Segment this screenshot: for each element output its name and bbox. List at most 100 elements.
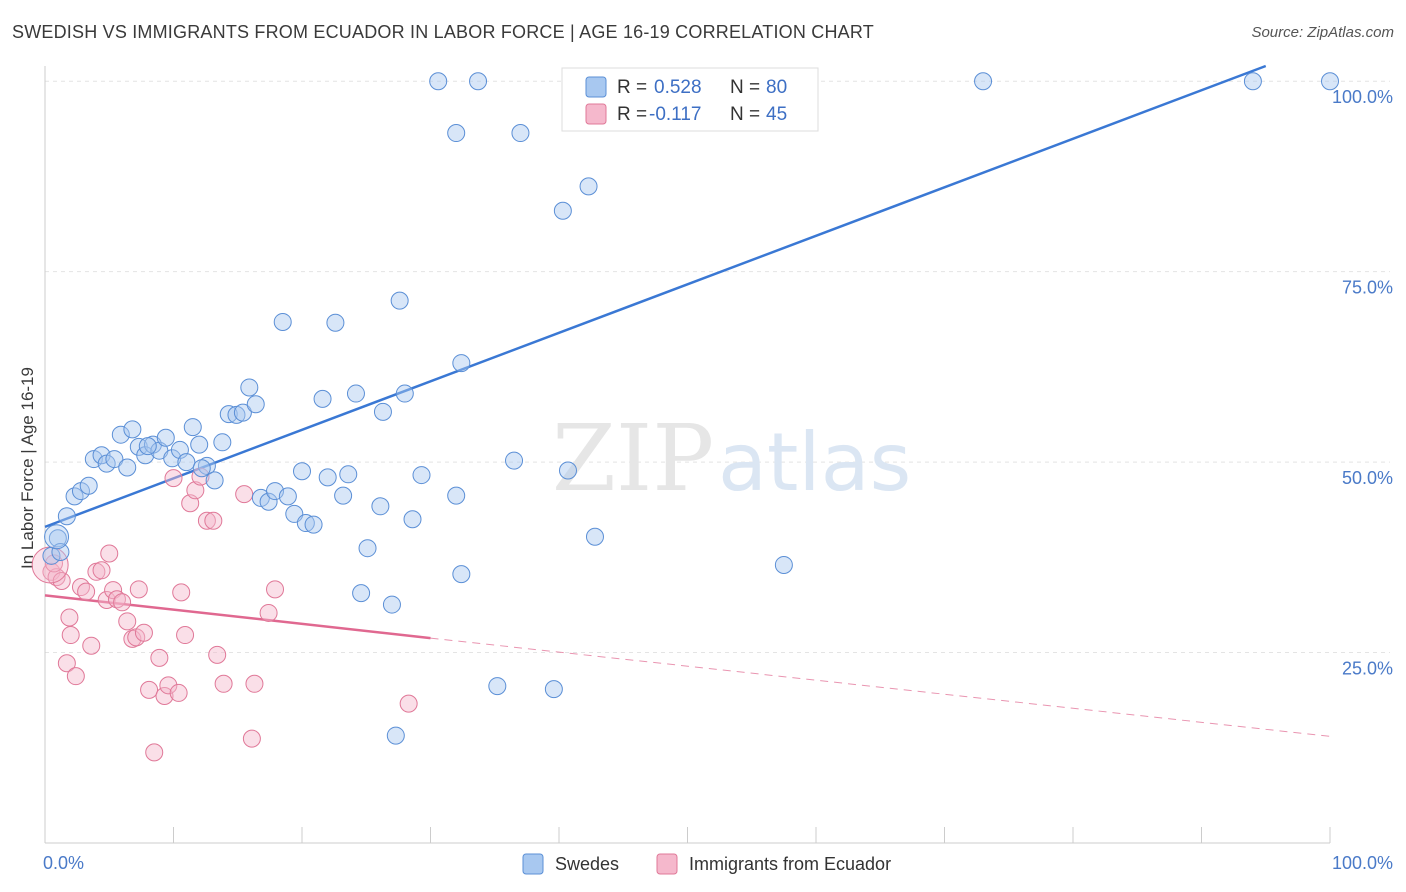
swedes-point <box>429 72 448 91</box>
ecuador-point <box>245 674 264 693</box>
swedes-point <box>403 510 422 529</box>
swedes-point <box>205 471 224 490</box>
legend-n-label-swedes: N = <box>730 77 760 98</box>
swedes-point <box>219 405 238 424</box>
ecuador-point <box>214 674 233 693</box>
swedes-point <box>240 378 259 397</box>
swedes-point <box>118 458 137 477</box>
legend-r-value-ecuador: -0.117 <box>649 104 701 125</box>
swedes-point <box>273 312 292 331</box>
swedes-point <box>156 428 175 447</box>
ecuador-point <box>60 608 79 627</box>
y-tick-labels: 25.0% 50.0% 75.0% 100.0% <box>1332 87 1393 678</box>
swedes-point <box>339 465 358 484</box>
trendlines <box>44 64 1331 737</box>
swedes-point <box>553 201 572 220</box>
x-tick-label-0: 0.0% <box>43 853 84 873</box>
ecuador-point <box>208 645 227 664</box>
swedes-point <box>334 486 353 505</box>
swedes-point <box>246 395 265 414</box>
swedes-point <box>183 418 202 437</box>
chart-title: SWEDISH VS IMMIGRANTS FROM ECUADOR IN LA… <box>12 22 874 42</box>
swedes-point <box>111 425 130 444</box>
swedes-point <box>190 435 209 454</box>
swedes-point <box>447 124 466 143</box>
swedes-point <box>278 487 297 506</box>
ecuador-point <box>140 680 159 699</box>
swedes-point <box>774 555 793 574</box>
ecuador-points <box>31 467 418 762</box>
ecuador-point <box>134 623 153 642</box>
swedes-point <box>259 492 278 511</box>
swedes-point <box>395 384 414 403</box>
legend-n-label-ecuador: N = <box>730 104 760 125</box>
ecuador-point <box>266 580 285 599</box>
ecuador-point <box>172 583 191 602</box>
swedes-point <box>177 453 196 472</box>
ecuador-point <box>52 571 71 590</box>
swedes-point <box>390 291 409 310</box>
ecuador-point <box>118 612 137 631</box>
y-tick-label-50: 50.0% <box>1342 468 1393 488</box>
swedes-point <box>296 514 315 533</box>
ecuador-point <box>169 683 188 702</box>
ecuador-point <box>92 561 111 580</box>
legend-n-value-ecuador: 45 <box>766 104 787 125</box>
grid-lines <box>45 80 1390 654</box>
watermark-atlas: atlas <box>718 416 911 509</box>
ecuador-point <box>129 580 148 599</box>
swedes-point <box>293 462 311 481</box>
swedes-point <box>386 726 405 745</box>
swedes-point <box>213 433 232 452</box>
swedes-point <box>358 539 377 558</box>
ecuador-point <box>176 626 195 645</box>
chart-source: Source: ZipAtlas.com <box>1251 24 1394 41</box>
swedes-point <box>544 680 563 699</box>
ecuador-point <box>242 729 261 748</box>
swedes-trendline <box>44 64 1267 529</box>
legend-r-value-swedes: 0.528 <box>654 77 702 98</box>
swedes-point <box>105 450 124 469</box>
swedes-point <box>318 468 337 487</box>
ecuador-point <box>61 626 80 645</box>
swedes-point <box>48 529 67 548</box>
swedes-point <box>579 177 598 196</box>
correlation-legend: R = 0.528 N = 80 R = -0.117 N = 45 <box>561 67 819 132</box>
ecuador-point <box>113 593 132 612</box>
series-legend: Swedes Immigrants from Ecuador <box>522 853 891 875</box>
swedes-point <box>974 72 993 91</box>
swedes-point <box>585 527 604 546</box>
ecuador-point <box>164 469 183 488</box>
legend-swatch-swedes <box>585 76 607 98</box>
ecuador-point <box>259 603 278 622</box>
watermark-zip: ZIP <box>552 405 714 512</box>
swedes-point <box>57 507 76 526</box>
swedes-point <box>352 584 371 603</box>
legend-r-label-swedes: R = <box>617 77 647 98</box>
y-tick-label-25: 25.0% <box>1342 659 1393 679</box>
ecuador-point <box>159 676 178 695</box>
x-tick-label-100: 100.0% <box>1332 853 1393 873</box>
y-tick-label-75: 75.0% <box>1342 278 1393 298</box>
bottom-legend-swedes: Swedes <box>555 854 619 874</box>
swedes-point <box>1243 72 1262 91</box>
swedes-point <box>382 595 401 614</box>
ecuador-point <box>57 654 76 673</box>
swedes-point <box>192 459 211 478</box>
ecuador-point <box>104 581 123 600</box>
swedes-point <box>138 437 157 456</box>
ecuador-point <box>97 590 116 609</box>
ecuador-point <box>155 686 174 705</box>
ecuador-point <box>235 485 254 504</box>
ecuador-point <box>66 667 85 686</box>
ecuador-point <box>204 511 223 530</box>
bottom-legend-swatch-ecuador <box>656 853 678 875</box>
swedes-point <box>123 420 142 439</box>
swedes-point <box>1321 72 1339 91</box>
bottom-legend-swatch-swedes <box>522 853 544 875</box>
ecuador-point <box>82 636 101 655</box>
swedes-point <box>79 476 98 495</box>
swedes-point <box>346 384 365 403</box>
legend-n-value-swedes: 80 <box>766 77 787 98</box>
